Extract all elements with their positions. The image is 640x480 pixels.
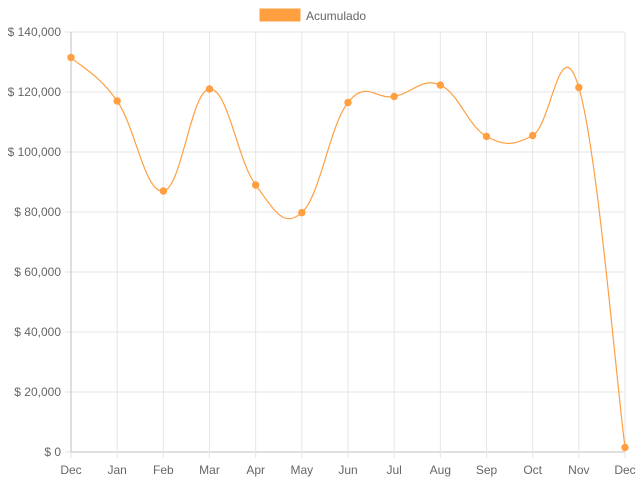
x-tick-label: May (290, 463, 313, 477)
x-tick-label: Dec (60, 463, 81, 477)
data-point (298, 208, 306, 217)
y-tick-label: $ 40,000 (14, 325, 61, 339)
legend[interactable]: Acumulado (259, 8, 366, 23)
y-tick-label: $ 120,000 (8, 85, 62, 99)
x-tick-label: Jul (386, 463, 401, 477)
data-point (436, 81, 445, 89)
y-tick-label: $ 100,000 (8, 145, 62, 159)
series-area (67, 53, 629, 452)
grid (65, 31, 626, 458)
y-tick-label: $ 20,000 (14, 385, 61, 399)
x-tick-label: Oct (523, 463, 542, 477)
legend-swatch[interactable] (259, 8, 301, 22)
y-tick-label: $ 0 (44, 445, 61, 459)
y-tick-label: $ 80,000 (14, 205, 61, 219)
x-tick-label: Dec (614, 463, 635, 477)
data-point (113, 97, 121, 105)
y-tick-label: $ 60,000 (14, 265, 61, 279)
x-tick-label: Apr (246, 463, 265, 477)
series-line-acumulado (70, 57, 626, 448)
legend-label[interactable]: Acumulado (306, 9, 366, 23)
data-point (344, 98, 352, 107)
data-point (390, 92, 398, 101)
data-point (482, 132, 491, 141)
data-point (575, 83, 583, 92)
x-tick-label: Sep (476, 463, 498, 477)
y-tick-label: $ 140,000 (8, 25, 62, 39)
x-tick-label: Mar (199, 463, 220, 477)
axes: $ 0 $ 20,000 $ 40,000 $ 60,000 $ 80,000 $ 100… (8, 25, 636, 477)
data-point (528, 131, 537, 140)
data-point (67, 53, 75, 62)
data-point (251, 181, 260, 189)
x-tick-label: Feb (153, 463, 174, 477)
x-tick-label: Aug (430, 463, 451, 477)
x-tick-label: Jan (107, 463, 126, 477)
x-tick-label: Nov (568, 463, 589, 477)
data-point (205, 85, 214, 93)
data-point (159, 187, 168, 195)
data-point (621, 443, 629, 452)
x-tick-label: Jun (338, 463, 357, 477)
